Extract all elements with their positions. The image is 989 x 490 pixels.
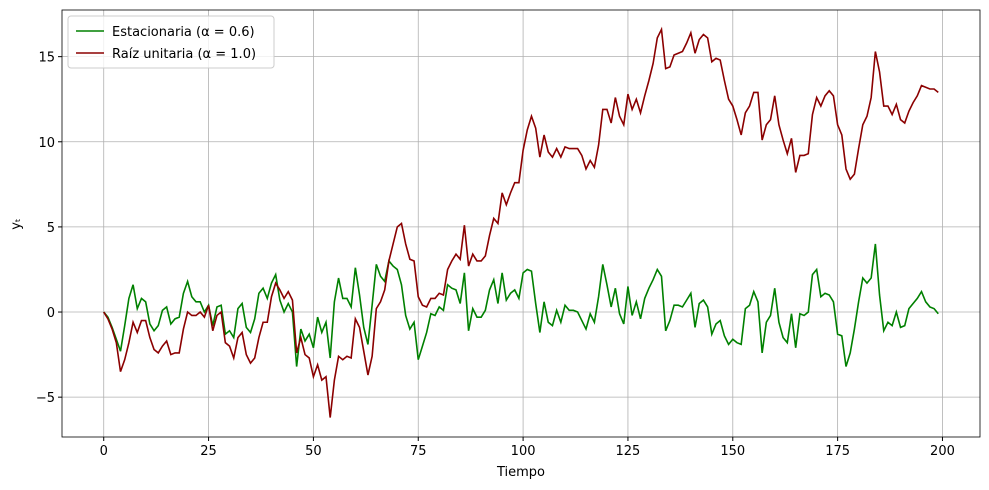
x-tick-label: 175 <box>825 444 850 459</box>
y-tick-label: −5 <box>36 391 55 406</box>
x-tick-label: 125 <box>616 444 641 459</box>
plot-frame <box>61 9 981 438</box>
x-tick-label: 200 <box>930 444 955 459</box>
x-tick-label: 100 <box>511 444 536 459</box>
x-tick-label: 50 <box>305 444 322 459</box>
y-tick-label: 0 <box>47 306 55 321</box>
legend-label: Estacionaria (α = 0.6) <box>112 25 255 40</box>
y-tick-label: 15 <box>38 51 55 66</box>
legend-box <box>67 15 275 69</box>
x-axis-label: Tiempo <box>496 465 545 480</box>
x-tick-label: 150 <box>720 444 745 459</box>
y-axis-label: yₜ <box>9 218 24 230</box>
y-tick-label: 10 <box>38 136 55 151</box>
series-line <box>103 26 939 418</box>
x-tick-label: 25 <box>200 444 217 459</box>
y-tick-label: 5 <box>47 221 55 236</box>
legend-label: Raíz unitaria (α = 1.0) <box>112 47 256 62</box>
series-line <box>103 243 939 367</box>
x-tick-label: 0 <box>100 444 108 459</box>
x-tick-label: 75 <box>410 444 427 459</box>
